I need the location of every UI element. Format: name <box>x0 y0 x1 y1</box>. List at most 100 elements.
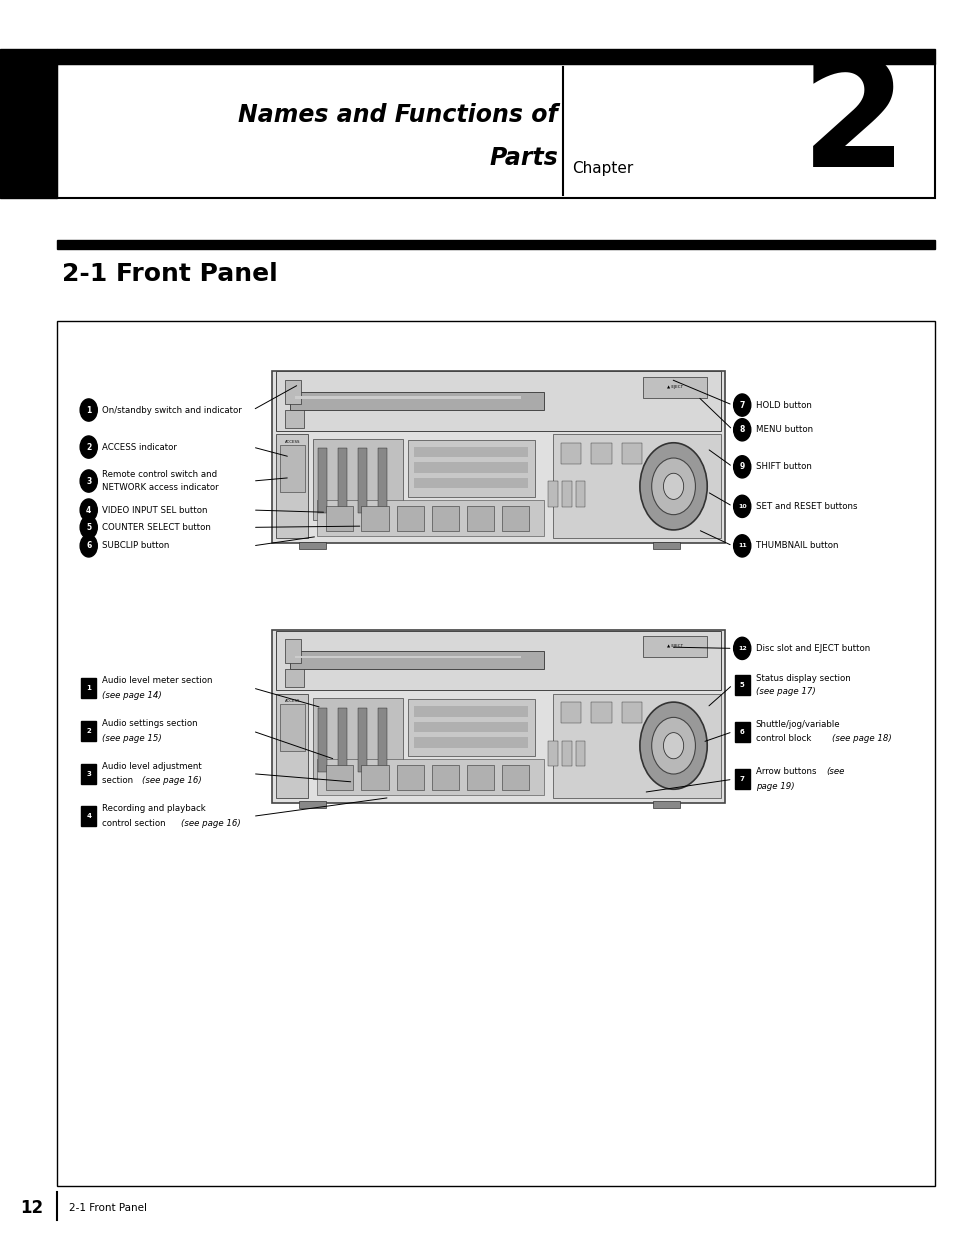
Bar <box>285 638 301 663</box>
Bar <box>734 769 749 789</box>
Bar <box>621 443 641 463</box>
Bar <box>81 721 96 741</box>
Text: Names and Functions of: Names and Functions of <box>238 103 558 127</box>
Bar <box>81 678 96 698</box>
Text: control block: control block <box>755 734 813 743</box>
Bar <box>396 506 423 531</box>
Text: ACCESS: ACCESS <box>284 440 299 443</box>
Bar <box>414 462 528 473</box>
Text: Remote control switch and: Remote control switch and <box>102 469 217 479</box>
Bar <box>652 542 679 548</box>
Bar <box>326 766 353 790</box>
Bar <box>734 674 749 694</box>
Text: 3: 3 <box>86 477 91 485</box>
Text: 1: 1 <box>86 685 91 690</box>
Bar <box>501 506 529 531</box>
Circle shape <box>733 394 750 416</box>
Text: 2: 2 <box>87 729 91 734</box>
Text: Parts: Parts <box>489 146 558 169</box>
Bar <box>561 482 571 508</box>
Text: 4: 4 <box>86 505 91 515</box>
Bar <box>285 669 303 688</box>
Circle shape <box>639 443 706 530</box>
Text: 7: 7 <box>739 777 744 782</box>
Text: page 19): page 19) <box>755 782 793 792</box>
Text: MENU button: MENU button <box>755 425 812 435</box>
Circle shape <box>80 399 97 421</box>
Circle shape <box>639 703 706 789</box>
Text: Recording and playback: Recording and playback <box>102 804 206 814</box>
Bar <box>548 482 558 508</box>
Bar <box>560 443 580 463</box>
Text: 2-1 Front Panel: 2-1 Front Panel <box>62 262 277 287</box>
Bar <box>575 482 585 508</box>
Circle shape <box>651 718 695 774</box>
Bar <box>57 49 934 64</box>
Circle shape <box>733 535 750 557</box>
Circle shape <box>80 436 97 458</box>
Circle shape <box>733 419 750 441</box>
Bar <box>431 506 458 531</box>
Bar <box>57 240 934 249</box>
Text: (see page 17): (see page 17) <box>755 687 815 697</box>
Bar <box>276 694 308 798</box>
Circle shape <box>651 458 695 515</box>
Bar <box>316 500 543 536</box>
Text: NETWORK access indicator: NETWORK access indicator <box>102 483 218 493</box>
Bar <box>316 760 543 795</box>
Text: Disc slot and EJECT button: Disc slot and EJECT button <box>755 643 869 653</box>
Text: 6: 6 <box>740 729 743 735</box>
Bar <box>285 410 303 429</box>
Bar <box>377 708 387 772</box>
Text: (see page 18): (see page 18) <box>831 734 891 743</box>
Text: Audio level meter section: Audio level meter section <box>102 676 213 685</box>
Text: (see page 16): (see page 16) <box>181 819 241 829</box>
Text: control section: control section <box>102 819 169 829</box>
Bar <box>276 631 720 690</box>
Text: Audio settings section: Audio settings section <box>102 719 197 729</box>
Circle shape <box>80 469 97 493</box>
Text: On/standby switch and indicator: On/standby switch and indicator <box>102 405 241 415</box>
Bar <box>285 379 301 404</box>
Text: SET and RESET buttons: SET and RESET buttons <box>755 501 856 511</box>
Text: 11: 11 <box>737 543 746 548</box>
Bar <box>642 377 706 398</box>
Text: 12: 12 <box>20 1199 43 1216</box>
Text: 7: 7 <box>739 400 744 410</box>
Bar <box>298 802 326 808</box>
Circle shape <box>80 516 97 538</box>
Text: ACCESS indicator: ACCESS indicator <box>102 442 176 452</box>
Bar <box>561 741 571 767</box>
Text: 2: 2 <box>800 49 906 199</box>
Circle shape <box>80 535 97 557</box>
Bar <box>466 506 494 531</box>
Bar <box>0 49 57 198</box>
Text: (see page 16): (see page 16) <box>142 776 202 785</box>
Text: SUBCLIP button: SUBCLIP button <box>102 541 170 551</box>
Text: Shuttle/jog/variable: Shuttle/jog/variable <box>755 720 840 730</box>
Bar <box>294 656 520 658</box>
Text: Status display section: Status display section <box>755 673 849 683</box>
Text: Chapter: Chapter <box>572 161 633 175</box>
Bar <box>272 370 724 543</box>
Bar <box>81 806 96 826</box>
Text: THUMBNAIL button: THUMBNAIL button <box>755 541 837 551</box>
Bar <box>591 443 611 463</box>
Bar <box>279 445 305 492</box>
Text: (see: (see <box>825 767 843 777</box>
Bar <box>377 448 387 513</box>
Bar <box>294 396 520 399</box>
Text: SHIFT button: SHIFT button <box>755 462 811 472</box>
Bar <box>81 763 96 784</box>
Bar <box>734 721 749 741</box>
Circle shape <box>80 499 97 521</box>
Text: COUNTER SELECT button: COUNTER SELECT button <box>102 522 211 532</box>
Bar <box>407 699 534 756</box>
Bar <box>357 448 367 513</box>
Text: ▲ EJECT: ▲ EJECT <box>666 645 682 648</box>
Bar <box>290 651 543 669</box>
Text: 5: 5 <box>740 682 743 688</box>
Text: 5: 5 <box>86 522 91 532</box>
Text: 4: 4 <box>86 814 91 819</box>
Bar <box>553 694 720 798</box>
